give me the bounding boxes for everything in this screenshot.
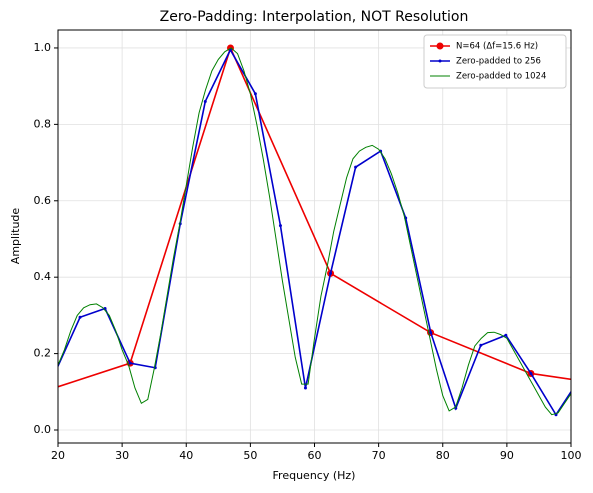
x-tick-label: 20 (51, 449, 65, 462)
chart-title: Zero-Padding: Interpolation, NOT Resolut… (160, 9, 469, 25)
x-tick-label: 70 (372, 449, 386, 462)
plot-area (26, 44, 583, 417)
legend-label: Zero-padded to 256 (456, 57, 541, 67)
series-line (58, 47, 571, 416)
data-point (128, 361, 132, 365)
x-tick-label: 40 (179, 449, 193, 462)
data-point (354, 165, 358, 169)
x-tick-label: 60 (308, 449, 322, 462)
data-point (429, 331, 433, 335)
y-tick-label: 0.0 (34, 423, 52, 436)
legend-marker (436, 42, 444, 50)
x-tick-label: 90 (500, 449, 514, 462)
data-point (529, 371, 533, 375)
y-tick-label: 0.2 (34, 347, 52, 360)
legend-marker (438, 59, 442, 63)
legend-label: N=64 (Δf=15.6 Hz) (456, 42, 538, 52)
data-point (253, 92, 257, 96)
series-line (58, 48, 571, 417)
x-tick-label: 50 (243, 449, 257, 462)
data-point (26, 393, 33, 400)
y-axis-label: Amplitude (9, 208, 22, 265)
data-point (203, 99, 207, 103)
y-tick-label: 1.0 (34, 41, 52, 54)
x-axis-label: Frequency (Hz) (273, 469, 356, 482)
data-point (303, 386, 307, 390)
x-tick-label: 100 (561, 449, 582, 462)
legend-box (423, 34, 567, 89)
data-point (479, 343, 483, 347)
plot-frame (57, 29, 572, 444)
y-tick-label: 0.8 (34, 117, 52, 130)
series-line (58, 45, 571, 388)
data-point (504, 333, 508, 337)
y-tick-label: 0.6 (34, 194, 52, 207)
data-point (53, 371, 56, 374)
x-tick-label: 80 (436, 449, 450, 462)
legend-label: Zero-padded to 1024 (456, 72, 546, 82)
y-tick-label: 0.4 (34, 270, 52, 283)
data-point (329, 271, 333, 275)
data-point (78, 315, 82, 319)
data-point (278, 224, 282, 228)
data-point (580, 375, 583, 378)
x-tick-label: 30 (115, 449, 129, 462)
